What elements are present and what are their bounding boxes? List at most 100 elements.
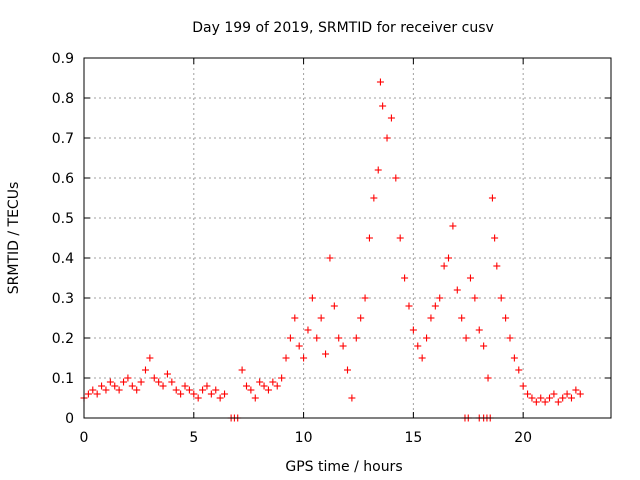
data-point (376, 78, 384, 86)
y-tick-label: 0.9 (52, 51, 74, 67)
data-point (150, 374, 158, 382)
y-tick-label: 0.2 (52, 331, 74, 347)
data-point (146, 354, 154, 362)
data-point (203, 382, 211, 390)
data-point (260, 382, 268, 390)
data-point (431, 302, 439, 310)
data-point (401, 274, 409, 282)
data-point (344, 366, 351, 374)
data-point (159, 382, 167, 390)
plot-frame (83, 57, 612, 419)
x-tick-label: 0 (80, 430, 89, 446)
data-point (374, 166, 382, 174)
data-point (313, 334, 321, 342)
y-tick-label: 0.8 (52, 91, 74, 107)
data-point (190, 390, 198, 398)
data-point (322, 350, 330, 358)
data-point (291, 314, 299, 322)
data-point (115, 386, 123, 394)
data-point (194, 394, 202, 402)
data-point (133, 386, 141, 394)
y-tick-label: 0.4 (52, 251, 74, 267)
data-point (418, 354, 426, 362)
data-point (111, 382, 119, 390)
data-point (212, 386, 220, 394)
data-point (567, 394, 575, 402)
data-point (559, 394, 567, 402)
data-point (269, 378, 277, 386)
data-point (502, 314, 510, 322)
data-point (264, 386, 272, 394)
data-point (304, 326, 312, 334)
data-point (98, 382, 106, 390)
data-point (379, 102, 387, 110)
data-point (493, 262, 501, 270)
data-point (572, 386, 580, 394)
data-point (330, 302, 338, 310)
data-point (491, 234, 499, 242)
data-point (106, 378, 114, 386)
data-point (339, 342, 347, 350)
data-point (128, 382, 136, 390)
data-point (427, 314, 435, 322)
data-point (409, 326, 417, 334)
data-point (480, 342, 488, 350)
y-tick-label: 0.7 (52, 131, 74, 147)
data-point (392, 174, 400, 182)
data-point (308, 294, 316, 302)
data-point (365, 234, 373, 242)
data-point (462, 334, 470, 342)
data-point (357, 314, 365, 322)
data-point (471, 294, 479, 302)
data-point (124, 374, 132, 382)
data-point (510, 354, 518, 362)
data-point (414, 342, 422, 350)
data-point (155, 378, 163, 386)
data-point (576, 390, 584, 398)
data-point (541, 398, 549, 406)
y-tick-label: 0.5 (52, 211, 74, 227)
data-point (436, 294, 444, 302)
data-point (185, 386, 193, 394)
data-point (546, 394, 554, 402)
data-point (137, 378, 145, 386)
data-point (141, 366, 149, 374)
data-point (563, 390, 571, 398)
x-tick-label: 20 (514, 430, 532, 446)
data-point (453, 286, 461, 294)
data-point (537, 394, 545, 402)
data-point (273, 382, 281, 390)
data-point (484, 374, 492, 382)
data-point (238, 366, 246, 374)
data-point (177, 390, 185, 398)
data-point (247, 386, 255, 394)
data-point (383, 134, 391, 142)
data-point (216, 394, 224, 402)
data-point (352, 334, 360, 342)
data-points (80, 78, 584, 422)
data-point (163, 370, 171, 378)
data-point (168, 378, 176, 386)
y-tick-label: 0.6 (52, 171, 74, 187)
data-point (295, 342, 303, 350)
data-point (300, 354, 308, 362)
data-point (475, 326, 483, 334)
data-point (497, 294, 505, 302)
data-point (326, 254, 334, 262)
data-point (221, 390, 229, 398)
data-point (102, 386, 110, 394)
data-point (370, 194, 378, 202)
data-point (488, 194, 496, 202)
data-point (93, 390, 101, 398)
data-point (278, 374, 286, 382)
grid-layer (84, 58, 611, 418)
data-point (84, 390, 92, 398)
y-tick-label: 0 (65, 411, 74, 427)
data-point (387, 114, 395, 122)
data-point (242, 382, 250, 390)
data-point (207, 390, 215, 398)
data-point (554, 398, 562, 406)
x-tick-label: 15 (404, 430, 422, 446)
data-point (423, 334, 431, 342)
